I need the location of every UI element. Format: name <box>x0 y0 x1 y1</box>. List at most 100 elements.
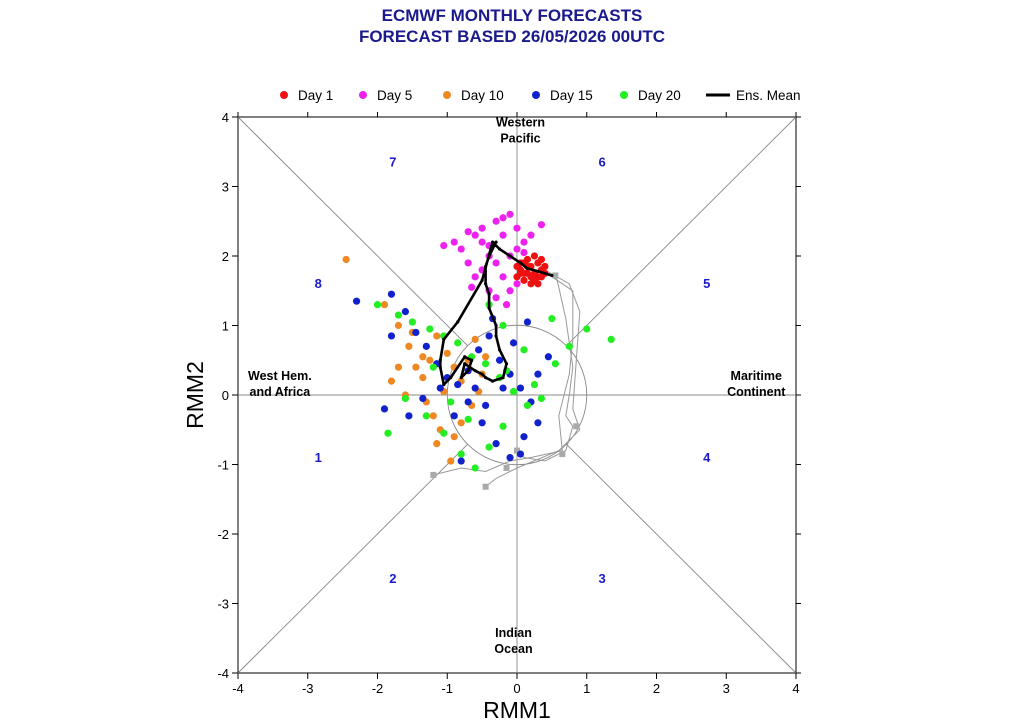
point-day10 <box>450 433 458 441</box>
ens-mean-marker <box>470 358 474 362</box>
grey-track-marker <box>552 272 559 279</box>
point-day20 <box>394 311 403 319</box>
point-day10 <box>443 349 451 357</box>
grey-track-marker <box>573 423 580 430</box>
ens-mean-marker <box>484 264 488 269</box>
point-day15 <box>495 356 504 364</box>
diagonal-line <box>566 116 797 347</box>
point-day20 <box>607 335 615 343</box>
ensemble-mean <box>438 240 554 387</box>
point-day5 <box>478 224 486 232</box>
point-day5 <box>537 221 546 229</box>
ens-mean-marker <box>484 376 488 380</box>
point-day20 <box>454 339 462 347</box>
y-tick-label: -3 <box>217 597 229 612</box>
point-day20 <box>530 380 539 389</box>
y-tick-label: -1 <box>217 458 229 473</box>
ens-mean-marker <box>463 355 467 359</box>
point-day15 <box>506 453 514 462</box>
ens-mean-marker <box>480 372 484 376</box>
point-day20 <box>551 360 559 368</box>
point-day5 <box>502 301 511 309</box>
legend: Day 1 Day 5 Day 10 Day 15 Day 20 Ens. Mean <box>280 88 801 103</box>
region-labels: Western Pacific Indian Ocean West Hem. and Af… <box>248 115 786 656</box>
y-tick-label: 1 <box>222 319 229 334</box>
ens-mean-marker <box>494 334 498 338</box>
point-day20 <box>426 325 434 333</box>
point-day15 <box>419 394 427 403</box>
point-day5 <box>468 283 476 291</box>
ens-mean-marker <box>487 292 491 296</box>
point-day20 <box>537 394 546 403</box>
point-day1 <box>541 262 549 271</box>
point-day5 <box>492 259 500 267</box>
point-day10 <box>457 419 465 427</box>
point-day1 <box>523 255 532 264</box>
phase-number-2: 2 <box>389 571 396 586</box>
point-day15 <box>422 342 430 350</box>
point-day5 <box>464 228 472 236</box>
point-day1 <box>537 255 546 264</box>
ens-mean-marker <box>442 337 446 341</box>
legend-dot <box>359 91 367 99</box>
point-day5 <box>440 241 448 250</box>
point-day10 <box>447 457 455 465</box>
point-day5 <box>499 214 507 222</box>
point-day15 <box>492 440 500 448</box>
ens-mean-marker <box>438 358 442 362</box>
point-day10 <box>429 412 437 420</box>
point-day15 <box>436 384 444 392</box>
point-day20 <box>408 318 416 326</box>
ens-mean-marker <box>449 376 453 380</box>
point-day10 <box>419 353 427 361</box>
point-day20 <box>482 360 490 368</box>
point-day5 <box>457 245 465 253</box>
point-day10 <box>482 353 490 361</box>
point-day1 <box>520 276 528 284</box>
point-day15 <box>534 419 542 427</box>
legend-dot <box>532 91 540 99</box>
point-day5 <box>513 224 521 232</box>
phase-number-7: 7 <box>389 154 396 169</box>
diagonal-line <box>237 116 468 347</box>
point-day15 <box>401 308 409 316</box>
chart-title-line1: ECMWF MONTHLY FORECASTS <box>381 6 643 25</box>
y-tick-label: -2 <box>217 527 229 542</box>
x-axis-label: RMM1 <box>483 697 551 720</box>
ens-mean-marker <box>487 306 491 310</box>
point-day10 <box>387 377 396 385</box>
grey-track-marker <box>514 447 520 454</box>
point-day20 <box>485 443 493 451</box>
x-tick-label: -2 <box>372 681 384 696</box>
point-day15 <box>450 412 458 420</box>
ens-mean-marker <box>466 369 470 373</box>
ens-mean-marker <box>459 376 463 380</box>
ens-mean-marker <box>484 282 488 286</box>
point-day15 <box>516 384 525 392</box>
point-day5 <box>513 280 521 288</box>
x-tick-label: -3 <box>302 681 314 696</box>
diagonal-line <box>566 443 797 674</box>
ens-mean-marker <box>494 323 498 328</box>
point-day10 <box>342 255 350 264</box>
point-day20 <box>499 422 507 430</box>
point-day10 <box>433 440 441 448</box>
point-day15 <box>516 450 525 458</box>
point-day5 <box>471 231 479 239</box>
diagonal-line <box>237 443 468 674</box>
y-tick-label: 3 <box>222 180 229 195</box>
ens-mean-marker <box>525 266 530 271</box>
ens-mean-marker <box>497 348 502 352</box>
region-label: and Africa <box>250 385 312 399</box>
x-tick-label: 0 <box>513 681 520 696</box>
region-label: Ocean <box>494 642 532 656</box>
point-day15 <box>478 419 486 427</box>
ens-mean-marker <box>490 240 495 244</box>
point-day5 <box>478 238 486 246</box>
y-axis-label: RMM2 <box>182 361 208 429</box>
x-tick-label: -4 <box>232 681 244 696</box>
chart-title-line2: FORECAST BASED 26/05/2026 00UTC <box>358 27 666 46</box>
region-label: Continent <box>727 385 786 399</box>
phase-numbers: 1 2 3 4 5 6 7 8 <box>315 154 712 585</box>
